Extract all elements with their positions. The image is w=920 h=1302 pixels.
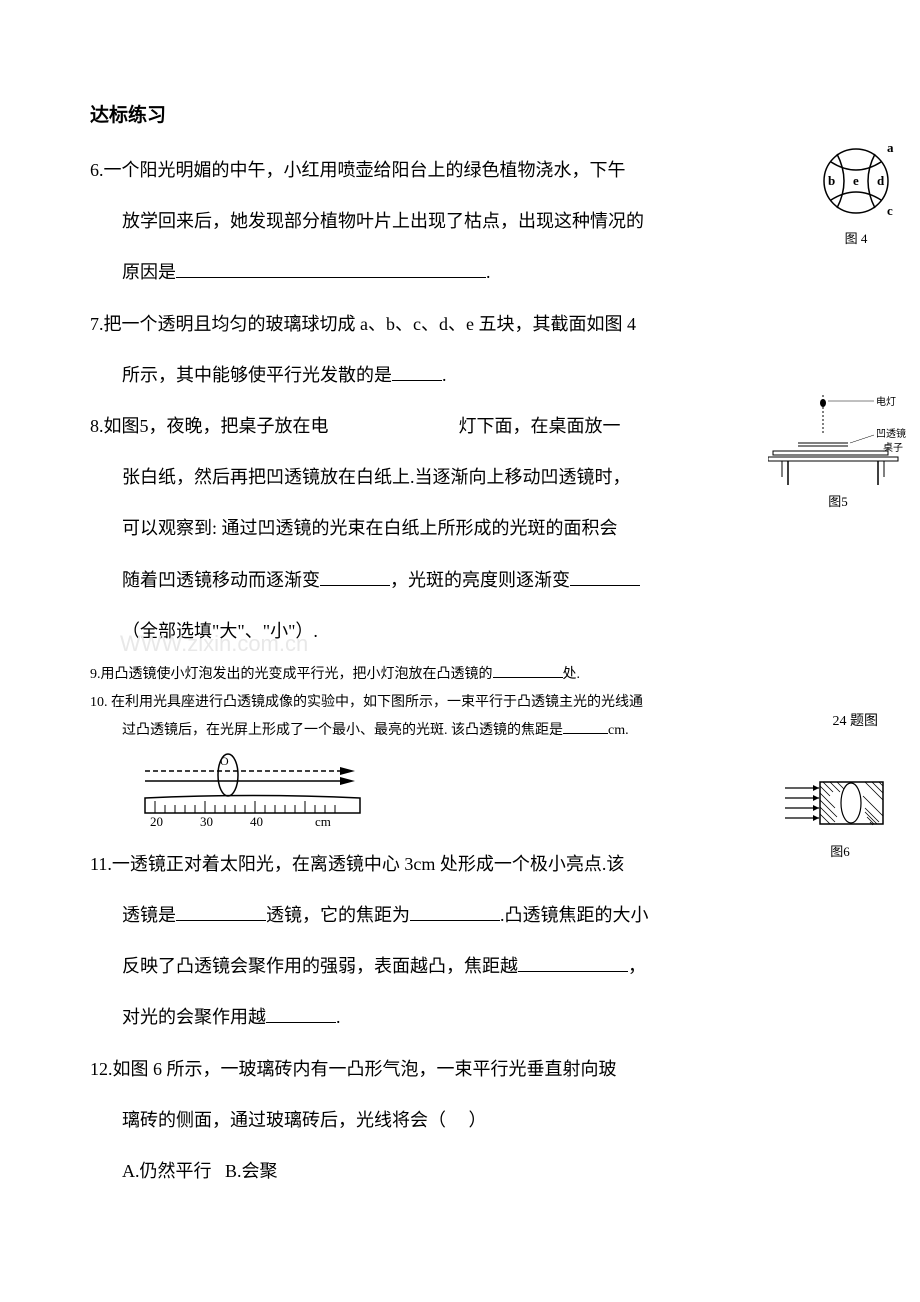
figure-5: 电灯 凹透镜 桌子 图5 [768, 395, 908, 510]
question-7-line2: 所示，其中能够使平行光发散的是. [90, 354, 830, 397]
fig6-label: 图6 [785, 841, 895, 860]
q12-option-a[interactable]: A.仍然平行 [122, 1161, 212, 1181]
q7-t1: 把一个透明且均匀的玻璃球切成 a、b、c、d、e 五块，其截面如图 4 [104, 314, 636, 334]
question-11-line4: 对光的会聚作用越. [90, 996, 830, 1039]
q11-blank3[interactable] [518, 954, 628, 972]
question-7: 7.把一个透明且均匀的玻璃球切成 a、b、c、d、e 五块，其截面如图 4 [90, 303, 830, 346]
q9-suffix: 处. [563, 667, 581, 682]
q11-t6: ， [628, 956, 646, 976]
q10-num: 10. [90, 695, 108, 710]
q10-blank[interactable] [563, 720, 608, 734]
question-10: 10. 在利用光具座进行凸透镜成像的实验中，如下图所示，一束平行于凸透镜主光的光… [90, 689, 830, 717]
q11-period: . [336, 1007, 341, 1027]
q6-t3: 原因是 [122, 262, 176, 282]
section-title: 达标练习 [90, 100, 830, 127]
svg-text:电灯: 电灯 [876, 395, 896, 408]
ruler-cm: cm [315, 814, 331, 828]
ruler-figure: O 20 30 40 cm [140, 753, 830, 833]
question-12-options: A.仍然平行 B.会聚 [90, 1150, 830, 1193]
q8-t5: ，光斑的亮度则逐渐变 [390, 570, 570, 590]
q6-blank[interactable] [176, 260, 486, 278]
q7-num: 7. [90, 314, 104, 334]
q6-t2: 放学回来后，她发现部分植物叶片上出现了枯点，出现这种情况的 [122, 211, 644, 231]
q11-t5: 反映了凸透镜会聚作用的强弱，表面越凸，焦距越 [122, 956, 518, 976]
figure-4: a b e d c 图 4 [817, 140, 895, 247]
q9-num: 9. [90, 667, 101, 682]
ruler-30: 30 [200, 814, 213, 828]
q11-t4: .凸透镜焦距的大小 [500, 905, 649, 925]
svg-text:凹透镜: 凹透镜 [876, 427, 906, 440]
question-11: 11.一透镜正对着太阳光，在离透镜中心 3cm 处形成一个极小亮点.该 [90, 843, 830, 886]
q8-split-b: "小"）. [263, 621, 318, 641]
q8-split-a: 大"、 [219, 621, 262, 641]
ruler-20: 20 [150, 814, 163, 828]
svg-text:a: a [887, 140, 894, 155]
question-8-line5: （全部选填"大"、"小"）. WWW.zixin.com.cn [90, 610, 830, 653]
q8-num: 8. [90, 416, 104, 436]
q11-blank1[interactable] [176, 903, 266, 921]
question-6: 6.一个阳光明媚的中午，小红用喷壶给阳台上的绿色植物浇水，下午 [90, 149, 830, 192]
q7-blank[interactable] [392, 363, 442, 381]
q11-t2: 透镜是 [122, 905, 176, 925]
svg-text:d: d [877, 173, 885, 188]
question-6-line3: 原因是. [90, 251, 830, 294]
ruler-40: 40 [250, 814, 263, 828]
fig4-label: 图 4 [817, 228, 895, 247]
q11-t1: 一透镜正对着太阳光，在离透镜中心 3cm 处形成一个极小亮点.该 [112, 854, 625, 874]
optical-center-label: O [220, 754, 229, 768]
svg-text:c: c [887, 203, 893, 218]
q8-t6-a: （全部选填" [122, 621, 219, 641]
q12-t1: 如图 6 所示，一玻璃砖内有一凸形气泡，一束平行光垂直射向玻 [113, 1059, 617, 1079]
q11-blank4[interactable] [266, 1005, 336, 1023]
question-8-line2: 张白纸，然后再把凹透镜放在白纸上.当逐渐向上移动凹透镜时， [90, 456, 830, 499]
q7-t2: 所示，其中能够使平行光发散的是 [122, 365, 392, 385]
question-10-line2: 过凸透镜后，在光屏上形成了一个最小、最亮的光斑. 该凸透镜的焦距是 cm. [90, 717, 830, 745]
q10-t2: 过凸透镜后，在光屏上形成了一个最小、最亮的光斑. 该凸透镜的焦距是 [122, 723, 563, 738]
q12-t2: 璃砖的侧面，通过玻璃砖后，光线将会（ [122, 1110, 446, 1130]
q11-t3: 透镜，它的焦距为 [266, 905, 410, 925]
q11-t7: 对光的会聚作用越 [122, 1007, 266, 1027]
q9-blank[interactable] [493, 664, 563, 678]
q8-t3: 可以观察到: 通过凹透镜的光束在白纸上所形成的光斑的面积会 [122, 518, 618, 538]
question-11-line3: 反映了凸透镜会聚作用的强弱，表面越凸，焦距越 ， [90, 945, 830, 988]
question-8-line4: 随着凹透镜移动而逐渐变 ，光斑的亮度则逐渐变 [90, 559, 830, 602]
question-11-line2: 透镜是 透镜，它的焦距为 .凸透镜焦距的大小 [90, 894, 830, 937]
q10-suffix: cm. [608, 723, 629, 738]
q8-t1b: 灯下面，在桌面放一 [459, 416, 621, 436]
q6-t1: 一个阳光明媚的中午，小红用喷壶给阳台上的绿色植物浇水，下午 [104, 160, 626, 180]
q12-option-b[interactable]: B.会聚 [225, 1161, 278, 1181]
q6-period: . [486, 262, 491, 282]
q12-num: 12. [90, 1059, 113, 1079]
q9-text: 用凸透镜使小灯泡发出的光变成平行光，把小灯泡放在凸透镜的 [101, 667, 493, 682]
svg-text:b: b [828, 173, 835, 188]
q6-num: 6. [90, 160, 104, 180]
q11-blank2[interactable] [410, 903, 500, 921]
svg-text:桌子: 桌子 [883, 441, 903, 454]
q7-period: . [442, 365, 447, 385]
question-8-line3: 可以观察到: 通过凹透镜的光束在白纸上所形成的光斑的面积会 [90, 507, 830, 550]
q8-blank1[interactable] [320, 568, 390, 586]
question-9: 9.用凸透镜使小灯泡发出的光变成平行光，把小灯泡放在凸透镜的 处. [90, 661, 830, 689]
q8-t1: 如图5，夜晚，把桌子放在电 [104, 416, 329, 436]
question-12-line2: 璃砖的侧面，通过玻璃砖后，光线将会（ ） [90, 1099, 830, 1142]
q8-blank2[interactable] [570, 568, 640, 586]
fig5-label: 图5 [768, 491, 908, 510]
q8-t2: 张白纸，然后再把凹透镜放在白纸上.当逐渐向上移动凹透镜时， [122, 467, 631, 487]
question-6-line2: 放学回来后，她发现部分植物叶片上出现了枯点，出现这种情况的 [90, 200, 830, 243]
question-8: 8.如图5，夜晚，把桌子放在电 灯下面，在桌面放一 [90, 405, 830, 448]
question-12: 12.如图 6 所示，一玻璃砖内有一凸形气泡，一束平行光垂直射向玻 [90, 1048, 830, 1091]
q12-t3: ） [469, 1110, 487, 1130]
svg-text:e: e [853, 173, 859, 188]
q24-label: 24 题图 [833, 710, 879, 730]
q11-num: 11. [90, 854, 112, 874]
q10-t1: 在利用光具座进行凸透镜成像的实验中，如下图所示，一束平行于凸透镜主光的光线通 [108, 695, 644, 710]
q8-t4: 随着凹透镜移动而逐渐变 [122, 570, 320, 590]
figure-6: 图6 [785, 780, 895, 860]
